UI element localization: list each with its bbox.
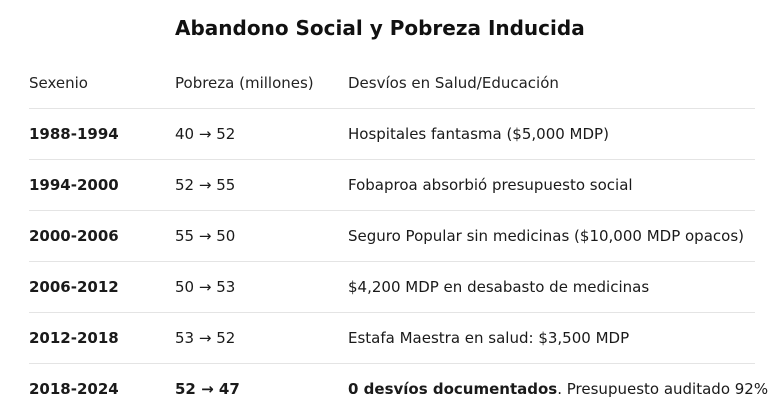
- header-pobreza: Pobreza (millones): [175, 74, 314, 92]
- cell-desvios: $4,200 MDP en desabasto de medicinas: [348, 278, 650, 296]
- cell-desvios-highlight: 0 desvíos documentados: [348, 380, 558, 398]
- cell-sexenio: 2000-2006: [29, 227, 119, 245]
- cell-desvios: Seguro Popular sin medicinas ($10,000 MD…: [348, 227, 744, 245]
- table-row: 2006-2012 50 → 53 $4,200 MDP en desabast…: [29, 262, 755, 313]
- table-header-row: Sexenio Pobreza (millones) Desvíos en Sa…: [29, 58, 755, 109]
- cell-sexenio: 2018-2024: [29, 380, 119, 398]
- header-desvios: Desvíos en Salud/Educación: [348, 74, 559, 92]
- table-row: 1994-2000 52 → 55 Fobaproa absorbió pres…: [29, 160, 755, 211]
- header-sexenio: Sexenio: [29, 74, 88, 92]
- cell-desvios: Hospitales fantasma ($5,000 MDP): [348, 125, 609, 143]
- cell-sexenio: 2006-2012: [29, 278, 119, 296]
- cell-desvios: Estafa Maestra en salud: $3,500 MDP: [348, 329, 630, 347]
- cell-pobreza: 55 → 50: [175, 227, 236, 245]
- cell-sexenio: 1994-2000: [29, 176, 119, 194]
- cell-pobreza: 52 → 55: [175, 176, 236, 194]
- table-row: 2018-2024 52 → 47 0 desvíos documentados…: [29, 364, 768, 414]
- cell-desvios: 0 desvíos documentados. Presupuesto audi…: [348, 364, 768, 414]
- cell-pobreza: 40 → 52: [175, 125, 236, 143]
- cell-pobreza: 52 → 47: [175, 380, 240, 398]
- cell-sexenio: 1988-1994: [29, 125, 119, 143]
- cell-pobreza: 50 → 53: [175, 278, 236, 296]
- cell-sexenio: 2012-2018: [29, 329, 119, 347]
- table-row: 2000-2006 55 → 50 Seguro Popular sin med…: [29, 211, 755, 262]
- table-row: 1988-1994 40 → 52 Hospitales fantasma ($…: [29, 109, 755, 160]
- cell-desvios-rest: . Presupuesto auditado 92%: [557, 380, 769, 398]
- cell-pobreza: 53 → 52: [175, 329, 236, 347]
- table-row: 2012-2018 53 → 52 Estafa Maestra en salu…: [29, 313, 755, 364]
- cell-desvios: Fobaproa absorbió presupuesto social: [348, 176, 633, 194]
- data-table: Sexenio Pobreza (millones) Desvíos en Sa…: [29, 58, 768, 414]
- page-title: Abandono Social y Pobreza Inducida: [175, 16, 585, 40]
